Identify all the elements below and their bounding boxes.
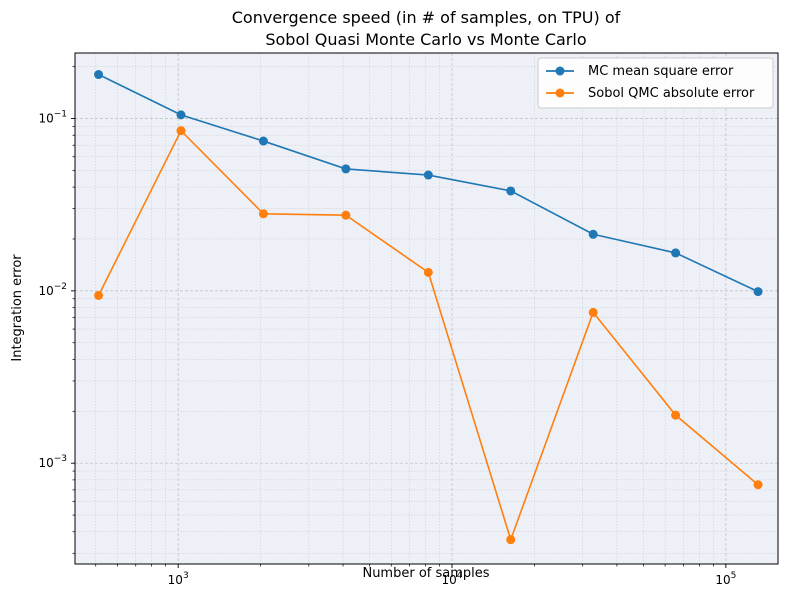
legend: MC mean square error Sobol QMC absolute …: [537, 57, 774, 109]
plot-frame: [74, 52, 779, 565]
major-grid: [75, 53, 778, 564]
series-0-point: [671, 248, 681, 258]
x-axis-ticks: 103 104 105: [95, 564, 736, 587]
y-tick-label: 10−1: [38, 110, 67, 126]
x-tick-label: 104: [442, 571, 463, 587]
legend-box: [537, 57, 774, 109]
series-1-point: [94, 290, 104, 300]
chart-title-line1: Convergence speed (in # of samples, on T…: [232, 8, 621, 27]
minor-grid: [75, 53, 778, 564]
x-tick-label: 103: [168, 571, 189, 587]
y-tick-label: 10−3: [38, 454, 67, 470]
x-tick-label: 105: [715, 571, 736, 587]
y-axis-ticks: 10−3 10−2 10−1: [38, 66, 75, 554]
legend-marker-qmc: [555, 88, 565, 98]
series-0-point: [94, 70, 104, 80]
series-1-point: [753, 480, 763, 490]
series-0-point: [506, 186, 516, 196]
series-layer: [94, 70, 763, 545]
series-0-point: [588, 229, 598, 239]
series-0-point: [258, 136, 268, 146]
series-1-point: [588, 307, 598, 317]
series-1-point: [671, 410, 681, 420]
y-axis-label: Integration error: [10, 254, 25, 362]
series-1-point: [258, 209, 268, 219]
legend-label-mc: MC mean square error: [588, 64, 734, 79]
series-1-point: [176, 126, 186, 136]
chart-title-line2: Sobol Quasi Monte Carlo vs Monte Carlo: [265, 30, 586, 49]
y-tick-label: 10−2: [38, 282, 67, 298]
series-1-point: [506, 535, 516, 545]
legend-marker-mc: [555, 66, 565, 76]
series-0-point: [341, 164, 351, 174]
series-0-point: [423, 170, 433, 180]
series-1-point: [341, 210, 351, 220]
series-0-point: [753, 287, 763, 297]
legend-label-qmc: Sobol QMC absolute error: [588, 86, 755, 101]
series-0-point: [176, 110, 186, 120]
x-axis-label: Number of samples: [362, 566, 489, 581]
series-1-point: [423, 267, 433, 277]
plot-area: [75, 53, 778, 564]
